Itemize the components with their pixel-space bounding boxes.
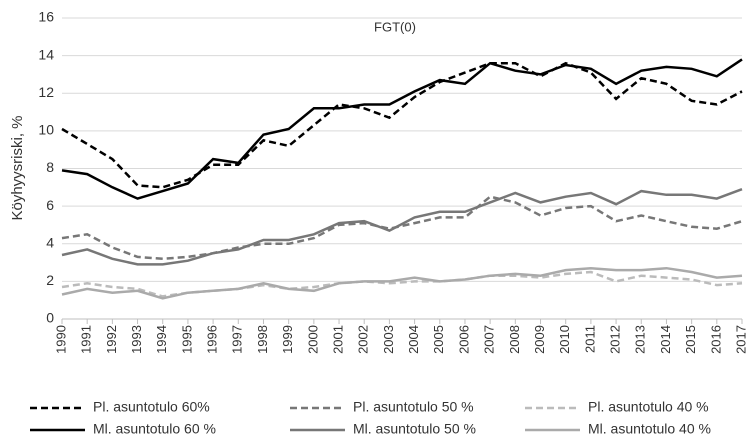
x-tick-label: 2010 [557, 325, 572, 354]
legend-label: Pl. asuntotulo 40 % [588, 399, 709, 415]
x-tick-label: 2015 [683, 325, 698, 354]
y-tick-label: 2 [46, 272, 54, 288]
series-line [61, 188, 743, 266]
x-tick-label: 2006 [456, 325, 471, 354]
y-tick-label: 6 [46, 197, 54, 213]
series-line [61, 195, 743, 261]
legend-label: Ml. asuntotulo 40 % [588, 421, 711, 437]
x-tick-label: 2016 [708, 325, 723, 354]
y-tick-label: 10 [38, 122, 54, 138]
y-axis-label: Köyhyysriski, % [9, 115, 26, 220]
x-tick-label: 2007 [482, 325, 497, 354]
x-tick-label: 2017 [733, 325, 748, 354]
series-line [61, 61, 743, 189]
x-tick-label: 1999 [280, 325, 295, 354]
x-tick-label: 1995 [179, 325, 194, 354]
x-tick-label: 1994 [154, 325, 169, 354]
x-tick-label: 2001 [330, 325, 345, 354]
y-tick-label: 16 [38, 9, 54, 25]
y-tick-label: 4 [46, 234, 54, 250]
x-tick-label: 2013 [633, 325, 648, 354]
legend-label: Ml. asuntotulo 50 % [353, 421, 476, 437]
series-line [61, 270, 743, 298]
series-line [61, 266, 743, 300]
series-line [61, 58, 743, 200]
y-tick-label: 0 [46, 310, 54, 326]
x-tick-label: 2008 [507, 325, 522, 354]
legend-label: Pl. asuntotulo 60% [93, 399, 210, 415]
x-tick-label: 1998 [255, 325, 270, 354]
x-tick-label: 2012 [608, 325, 623, 354]
y-tick-label: 8 [46, 159, 54, 175]
x-tick-label: 2000 [305, 325, 320, 354]
x-tick-label: 2002 [356, 325, 371, 354]
x-tick-label: 1997 [230, 325, 245, 354]
x-tick-label: 2003 [381, 325, 396, 354]
y-tick-label: 12 [38, 84, 54, 100]
legend-label: Ml. asuntotulo 60 % [93, 421, 216, 437]
x-tick-label: 1990 [53, 325, 68, 354]
x-tick-label: 1996 [205, 325, 220, 354]
x-tick-label: 1992 [104, 325, 119, 354]
y-tick-label: 14 [38, 46, 54, 62]
x-tick-label: 2004 [406, 325, 421, 354]
x-tick-label: 2014 [658, 325, 673, 354]
chart-title: FGT(0) [374, 19, 416, 34]
x-tick-label: 1993 [129, 325, 144, 354]
x-tick-label: 1991 [79, 325, 94, 354]
x-tick-label: 2009 [532, 325, 547, 354]
x-tick-label: 2011 [582, 325, 597, 353]
x-tick-label: 2005 [431, 325, 446, 354]
legend-label: Pl. asuntotulo 50 % [353, 399, 474, 415]
